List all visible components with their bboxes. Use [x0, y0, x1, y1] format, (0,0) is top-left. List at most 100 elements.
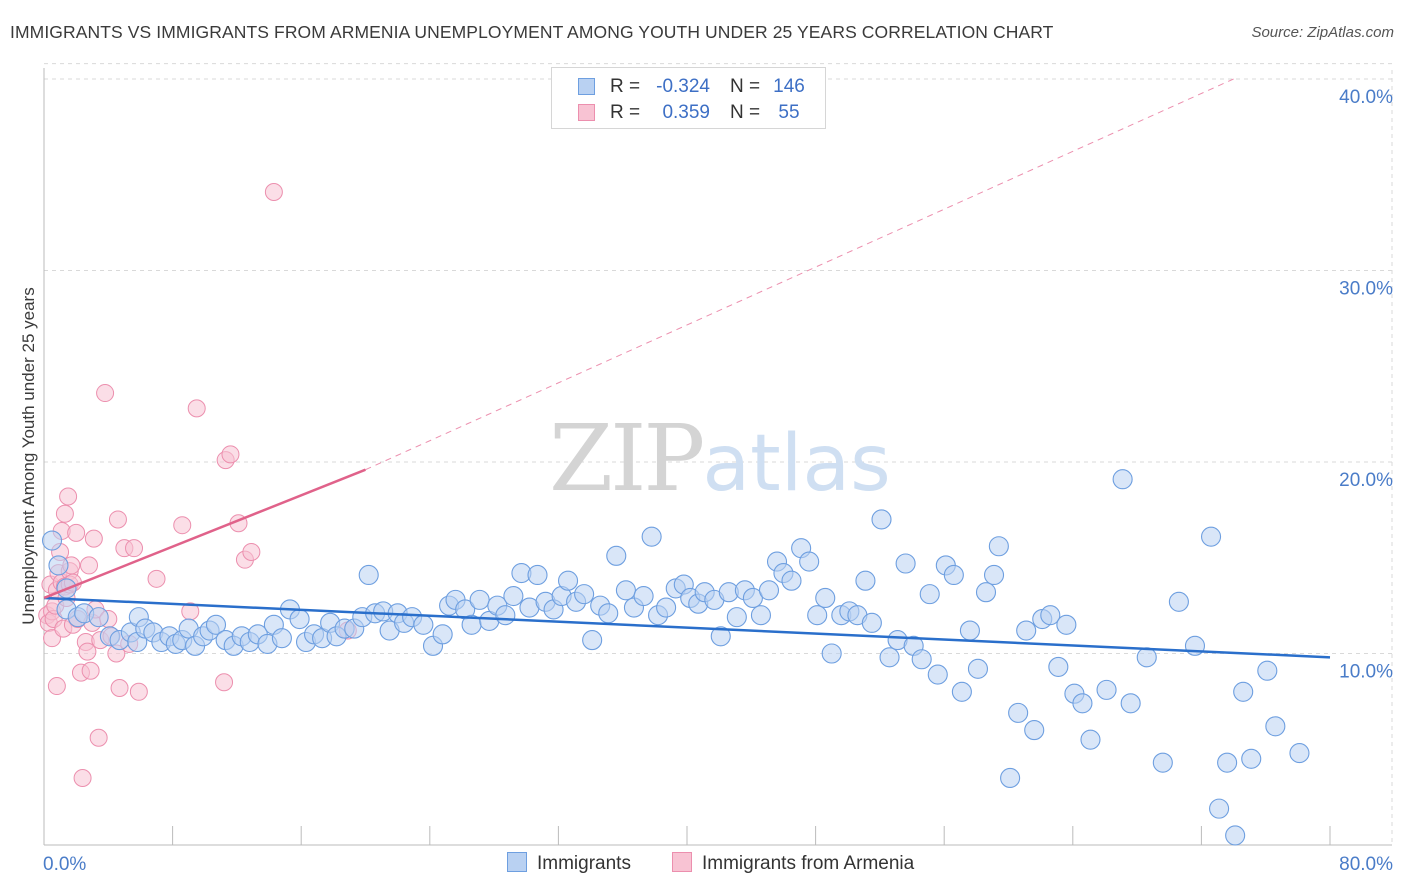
point-immigrants	[495, 605, 516, 626]
source-label: Source: ZipAtlas.com	[1251, 24, 1394, 41]
x-tick-label: 0.0%	[43, 854, 86, 875]
point-armenia	[215, 673, 234, 692]
point-immigrants	[1152, 752, 1173, 773]
point-immigrants	[927, 664, 948, 685]
trendline-armenia-extended	[365, 78, 1234, 471]
legend-n-label: N =	[730, 76, 761, 97]
point-immigrants	[807, 605, 828, 626]
point-immigrants	[758, 580, 780, 601]
point-immigrants	[983, 564, 1005, 586]
point-immigrants	[1217, 752, 1238, 773]
point-armenia	[73, 768, 92, 787]
point-armenia	[125, 539, 144, 558]
point-immigrants	[641, 526, 662, 547]
point-immigrants	[815, 587, 836, 609]
point-immigrants	[1112, 469, 1133, 490]
point-immigrants	[879, 647, 900, 668]
bottom-legend-label-armenia: Immigrants from Armenia	[702, 853, 915, 874]
point-immigrants	[656, 597, 677, 618]
point-armenia	[55, 504, 74, 523]
chart-title: IMMIGRANTS VS IMMIGRANTS FROM ARMENIA UN…	[10, 22, 1054, 42]
grid-lines	[44, 63, 1393, 845]
point-immigrants	[1072, 693, 1093, 714]
point-armenia	[242, 543, 261, 562]
point-immigrants	[598, 603, 619, 624]
point-armenia	[221, 445, 240, 464]
point-immigrants	[432, 624, 453, 645]
point-armenia	[67, 523, 86, 542]
point-immigrants	[503, 585, 524, 607]
point-immigrants	[710, 626, 731, 647]
point-armenia	[110, 678, 129, 697]
legend-swatch-armenia	[578, 104, 595, 121]
point-immigrants	[633, 585, 654, 607]
point-immigrants	[855, 570, 876, 591]
point-armenia	[96, 384, 115, 403]
point-immigrants	[1048, 656, 1069, 677]
point-immigrants	[919, 584, 940, 605]
legend-swatch-immigrants	[578, 78, 595, 95]
legend-r-value: -0.324	[656, 76, 710, 97]
point-immigrants	[726, 607, 747, 628]
point-armenia	[264, 182, 283, 201]
y-tick-label: 30.0%	[1339, 279, 1393, 300]
point-immigrants	[1008, 702, 1029, 723]
point-armenia	[108, 510, 127, 529]
point-immigrants	[615, 580, 636, 601]
trendline-immigrants	[43, 596, 1331, 659]
point-immigrants	[1257, 660, 1278, 681]
point-armenia	[78, 642, 97, 661]
point-immigrants	[606, 545, 627, 566]
point-immigrants	[959, 620, 980, 641]
trendline-armenia	[43, 468, 366, 600]
point-armenia	[81, 661, 100, 680]
y-tick-label: 40.0%	[1339, 87, 1393, 108]
point-immigrants	[1016, 620, 1037, 641]
legend-r-value: 0.359	[662, 102, 710, 123]
point-immigrants	[1080, 729, 1101, 750]
series-immigrants-points	[41, 469, 1310, 846]
point-armenia	[173, 516, 192, 535]
y-tick-label: 20.0%	[1339, 470, 1393, 491]
point-armenia	[147, 569, 166, 588]
point-immigrants	[871, 509, 892, 530]
point-immigrants	[951, 681, 972, 702]
point-armenia	[89, 728, 108, 747]
trendlines	[43, 78, 1331, 659]
point-immigrants	[1241, 748, 1262, 769]
point-immigrants	[1289, 743, 1310, 764]
x-tick-label: 80.0%	[1339, 854, 1393, 875]
point-armenia	[59, 487, 78, 506]
point-immigrants	[975, 582, 997, 603]
y-axis-label: Unemployment Among Youth under 25 years	[19, 287, 38, 624]
y-tick-label: 10.0%	[1339, 662, 1393, 683]
point-immigrants	[799, 551, 820, 572]
point-immigrants	[413, 614, 434, 635]
point-immigrants	[781, 570, 802, 591]
point-immigrants	[861, 612, 882, 633]
point-immigrants	[1168, 591, 1189, 612]
point-immigrants	[750, 605, 771, 626]
point-immigrants	[1096, 679, 1117, 700]
point-immigrants	[895, 553, 916, 574]
bottom-legend-armenia: Immigrants from Armenia	[672, 852, 914, 875]
series-armenia-points	[38, 182, 357, 787]
legend-n-label: N =	[730, 102, 761, 123]
point-immigrants	[527, 564, 548, 586]
point-immigrants	[582, 630, 603, 651]
point-armenia	[80, 556, 99, 575]
point-immigrants	[88, 607, 109, 628]
point-immigrants	[967, 658, 989, 679]
bottom-legend-swatch-armenia	[672, 852, 692, 872]
bottom-legend-immigrants: Immigrants	[507, 852, 631, 875]
point-immigrants	[1209, 798, 1230, 819]
point-immigrants	[1000, 767, 1021, 789]
point-immigrants	[469, 589, 490, 610]
point-immigrants	[1120, 693, 1141, 714]
point-immigrants	[911, 649, 932, 670]
bottom-legend-label-immigrants: Immigrants	[537, 853, 631, 874]
point-immigrants	[1024, 720, 1045, 741]
point-immigrants	[1233, 681, 1254, 702]
point-immigrants	[1200, 526, 1222, 547]
